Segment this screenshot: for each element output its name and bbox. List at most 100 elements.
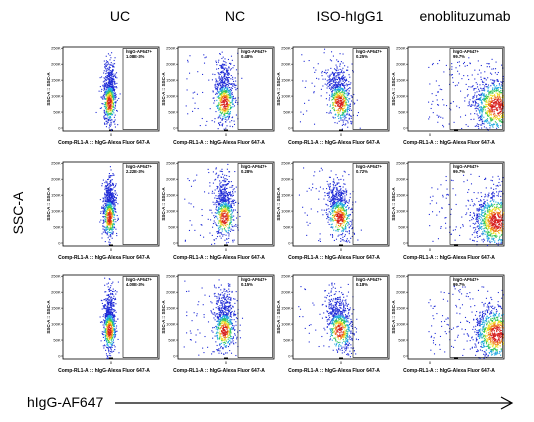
event-dot [113,192,115,194]
event-dot [108,176,110,178]
event-dot [217,107,219,109]
event-dot [346,104,348,106]
event-dot [225,218,227,220]
event-dot [109,206,111,208]
event-dot [333,89,335,91]
column-title-enoblituzumab: enoblituzumab [419,8,511,24]
event-dot [336,203,338,205]
event-dot [229,107,231,109]
event-dot [225,234,227,236]
event-dot [220,223,222,225]
event-dot [223,74,226,77]
event-dot [345,190,347,192]
event-dot [219,189,221,191]
event-dot [109,213,111,215]
event-dot [229,69,231,71]
event-dot [108,243,110,246]
event-dot [333,98,335,100]
event-dot [231,194,233,196]
event-dot [113,95,115,97]
event-dot [228,99,230,101]
event-dot [186,78,188,80]
event-dot [113,107,115,109]
event-dot [217,82,219,84]
event-dot [481,108,483,110]
event-dot [113,211,115,213]
event-dot [487,84,490,86]
event-dot [478,88,480,90]
event-dot [473,96,475,98]
event-dot [229,191,231,193]
event-dot [346,202,348,204]
event-dot [230,88,232,90]
event-dot [490,85,492,87]
event-dot [221,186,223,188]
event-dot [107,214,109,216]
event-dot [342,109,345,112]
event-dot [335,81,337,83]
event-dot [432,112,434,114]
event-dot [346,79,348,81]
event-dot [332,102,334,104]
event-dot [347,122,349,124]
event-dot [497,109,499,111]
event-dot [108,97,110,99]
event-dot [340,117,342,119]
event-dot [495,117,497,119]
event-dot [107,212,109,214]
event-dot [481,110,483,112]
event-dot [216,93,218,95]
event-dot [109,210,112,212]
y-tick-label: 50K [398,110,405,115]
event-dot [104,79,107,81]
event-dot [330,219,332,221]
event-dot [345,213,348,215]
event-dot [228,198,230,200]
event-dot [331,204,333,206]
event-dot [220,78,222,80]
event-dot [227,115,229,117]
event-dot [484,109,486,111]
event-dot [328,211,330,213]
event-dot [220,106,222,108]
event-dot [336,213,338,215]
event-dot [331,207,333,209]
event-dot [107,72,110,74]
event-dot [337,69,339,71]
y-tick-label: 250K [51,46,61,51]
event-dot [219,185,221,187]
event-dot [106,117,108,119]
event-dot [338,204,340,206]
event-dot [347,105,349,107]
event-dot [221,190,223,192]
gate-rect [122,48,158,130]
event-dot [222,96,224,98]
event-dot [331,83,333,85]
event-dot [108,106,110,108]
event-dot [489,114,491,116]
event-dot [214,197,216,199]
event-dot [465,124,467,126]
column-title-iso: ISO-hIgG1 [316,8,384,24]
event-dot [107,188,109,190]
event-dot [106,200,108,202]
event-dot [342,213,345,215]
event-dot [474,100,476,102]
event-dot [327,192,329,194]
event-dot [346,231,348,233]
event-dot [228,237,230,239]
event-dot [501,121,503,123]
y-tick-label: 150K [51,193,61,198]
event-dot [334,81,337,84]
event-dot [104,230,106,232]
event-dot [222,67,224,69]
event-dot [331,205,333,207]
event-dot [227,194,229,196]
event-dot [105,104,107,106]
event-dot [212,90,214,92]
event-dot [500,84,502,86]
event-dot [108,190,110,192]
y-tick-label: 50K [168,225,175,230]
event-dot [112,228,114,230]
event-dot [213,220,215,222]
